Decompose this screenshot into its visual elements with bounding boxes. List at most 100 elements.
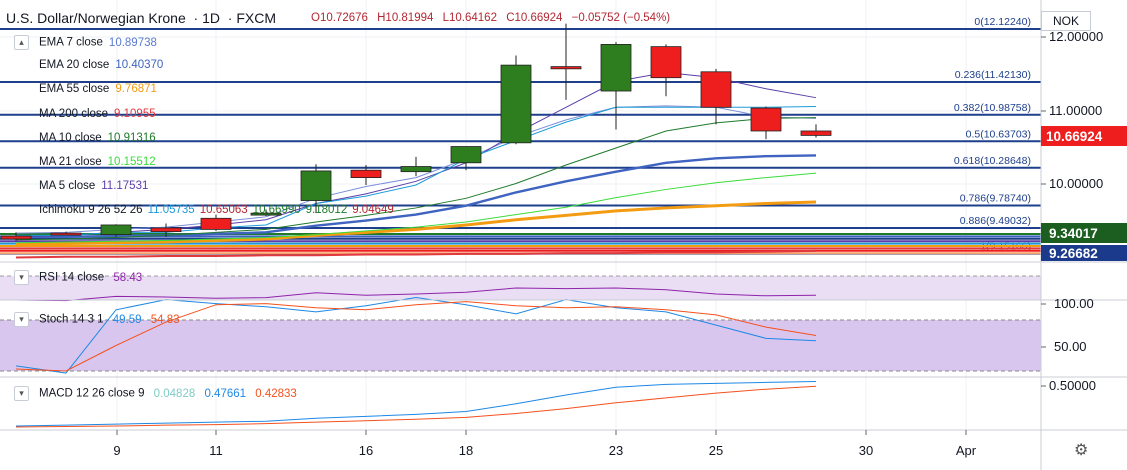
legend-item[interactable]: EMA 20 close 10.40370 (39, 59, 163, 71)
stoch-band (0, 319, 1041, 372)
time-label: 23 (609, 443, 623, 458)
ma200-line (15, 249, 817, 259)
moving-average-lines (15, 72, 817, 259)
candlesticks[interactable] (0, 23, 832, 241)
macd-legend[interactable]: ▾ MACD 12 26 close 9 0.04828 0.47661 0.42… (14, 386, 297, 401)
candle-body (500, 64, 532, 144)
candle-body (200, 217, 232, 230)
fib-label: 0.786(9.78740) (960, 193, 1031, 205)
legend-value: 9.10955 (114, 107, 156, 120)
legend-item[interactable]: MA 200 close 9.10955 (39, 108, 156, 120)
time-label: 30 (859, 443, 873, 458)
legend-item[interactable]: MA 10 close 10.91316 (39, 132, 156, 144)
gear-icon[interactable]: ⚙ (1074, 442, 1089, 459)
exchange: FXCM (236, 10, 277, 26)
legend-value: 10.91316 (107, 131, 156, 144)
candle-body (450, 146, 482, 164)
macd-line (15, 380, 817, 427)
candle-body (350, 169, 382, 178)
time-label: 16 (359, 443, 373, 458)
price-axis[interactable]: 12.00000 11.00000 10.00000 10.66924 9.34017 9… (1040, 0, 1127, 470)
symbol-title: U.S. Dollar/Norwegian Krone · 1D · FXCM (6, 10, 277, 26)
ma5-line (15, 72, 817, 238)
legend-label: EMA 20 close (39, 59, 110, 72)
time-axis[interactable]: 9 11 16 18 23 25 30 Apr (113, 430, 977, 458)
fib-label: 0.618(10.28648) (954, 155, 1031, 167)
candle-body (700, 71, 732, 108)
legend-value: 9.18012 (305, 204, 348, 217)
candle-body (800, 130, 832, 136)
legend-value: 10.65063 (199, 204, 248, 217)
macd-hist-value: 0.04828 (153, 387, 196, 400)
axis-label: 10.00000 (1049, 176, 1103, 191)
rsi-line (15, 287, 817, 302)
legend-label: MA 10 close (39, 131, 102, 144)
ema55-line (15, 200, 817, 246)
ma-badge-blue (1041, 245, 1127, 261)
legend-label: MA 21 close (39, 156, 102, 168)
green-badge-text: 9.34017 (1049, 226, 1098, 241)
candle-body (50, 232, 82, 236)
candle-body (250, 212, 282, 216)
candle-body (600, 44, 632, 92)
stoch-axis-label: 100.00 (1054, 296, 1094, 311)
legend-value: 10.40370 (115, 59, 164, 72)
legend-label: MA 5 close (39, 180, 96, 193)
stoch-d-value: 54.83 (150, 313, 180, 326)
legend-label: Ichimoku 9 26 52 26 (39, 204, 143, 217)
tenkan-line (16, 106, 817, 236)
rsi-legend[interactable]: ▾ RSI 14 close 58.43 (14, 270, 142, 285)
time-label: 25 (709, 443, 723, 458)
fib-label: 0.5(10.63703) (966, 128, 1031, 140)
macd-line-value: 0.47661 (204, 387, 247, 400)
candle-body (100, 224, 132, 235)
fibonacci-levels: 0(12.12240) 0.236(11.42130) 0.382(10.98758… (0, 16, 1041, 255)
time-label: 11 (209, 443, 223, 458)
last-price-badge (1041, 126, 1127, 146)
macd-lines (15, 380, 817, 428)
candle-body (650, 46, 682, 79)
candle-body (400, 166, 432, 173)
time-label: 9 (113, 443, 120, 458)
candle-body (300, 170, 332, 201)
ma-badge-green (1041, 223, 1127, 243)
legend-label: EMA 55 close (39, 83, 110, 96)
macd-signal-value: 0.42833 (255, 387, 297, 400)
collapse-icon[interactable]: ▾ (14, 312, 29, 327)
rsi-value: 58.43 (113, 271, 143, 284)
fib-label: 0(12.12240) (974, 16, 1031, 28)
rsi-label: RSI 14 close (39, 271, 105, 284)
collapse-icon[interactable]: ▾ (14, 270, 29, 285)
legend-item[interactable]: MA 21 close 10.15512 (39, 156, 156, 168)
candle-body (550, 66, 582, 70)
collapse-icon[interactable]: ▴ (14, 35, 29, 50)
legend-value: 10.89738 (108, 36, 157, 49)
ma21-line (15, 172, 817, 244)
candle-body (750, 107, 782, 132)
ohlc-low: L10.64162 (442, 12, 497, 24)
stoch-label: Stoch 14 3 1 (39, 313, 104, 326)
ohlc-close: C10.66924 (506, 12, 563, 24)
legend-item[interactable]: MA 5 close 11.17531 (39, 180, 148, 192)
stoch-legend[interactable]: ▾ Stoch 14 3 1 49.59 54.83 (14, 312, 180, 327)
stoch-zone (0, 320, 1041, 371)
legend-value: 9.04649 (352, 204, 394, 217)
stoch-axis-label: 50.00 (1054, 339, 1087, 354)
legend-item[interactable]: EMA 55 close 9.76871 (39, 83, 157, 95)
pane-dividers[interactable] (0, 261, 1127, 431)
currency-label[interactable]: NOK (1041, 11, 1091, 31)
legend-item-ichimoku[interactable]: Ichimoku 9 26 52 26 11.05735 10.65063 10.66… (39, 204, 394, 216)
legend-label: MA 200 close (39, 107, 109, 120)
signal-line (15, 385, 817, 428)
legend-item[interactable]: ▴ EMA 7 close 10.89738 (14, 35, 157, 50)
stoch-lines (15, 297, 817, 374)
ohlc-high: H10.81994 (377, 12, 434, 24)
fib-label: 0.236(11.42130) (955, 69, 1031, 81)
interval[interactable]: 1D (202, 10, 220, 26)
time-label: 18 (459, 443, 473, 458)
legend-value: 11.05735 (147, 204, 195, 217)
macd-axis-label: 0.50000 (1049, 378, 1096, 393)
time-label: Apr (956, 443, 977, 458)
collapse-icon[interactable]: ▾ (14, 386, 29, 401)
